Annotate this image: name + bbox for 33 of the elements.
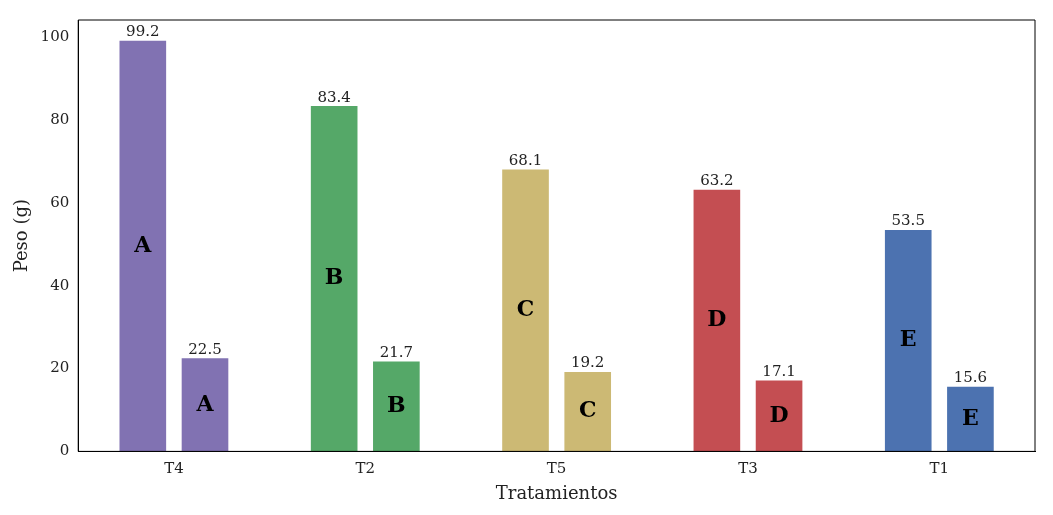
data-label: 83.4	[317, 87, 351, 106]
annotation: B	[387, 391, 406, 418]
x-tick-label: T2	[355, 459, 376, 478]
data-label: 63.2	[700, 171, 734, 190]
data-label: 17.1	[762, 361, 796, 380]
x-tick-label: T1	[929, 459, 950, 478]
annotation: C	[516, 295, 535, 322]
x-tick-label: T5	[546, 459, 567, 478]
data-label: 53.5	[891, 211, 925, 230]
annotation: E	[962, 403, 979, 430]
annotation: C	[578, 396, 597, 423]
data-label: 99.2	[126, 22, 160, 41]
x-tick-label: T4	[164, 459, 184, 478]
y-axis-title: Peso (g)	[10, 199, 32, 273]
x-axis-title: Tratamientos	[495, 481, 618, 503]
data-label: 15.6	[953, 368, 988, 387]
annotation: E	[899, 325, 917, 352]
y-tick-label: 100	[40, 27, 70, 46]
y-tick-label: 80	[50, 110, 70, 129]
data-label: 22.5	[188, 339, 222, 358]
annotation: A	[195, 389, 215, 416]
y-tick-label: 0	[59, 441, 70, 460]
x-tick-label: T3	[738, 459, 758, 478]
y-tick-label: 60	[50, 192, 70, 211]
data-label: 21.7	[379, 342, 414, 361]
annotation: D	[769, 400, 789, 427]
data-label: 68.1	[508, 150, 543, 169]
annotation: D	[707, 305, 727, 332]
annotation: B	[324, 263, 344, 290]
y-tick-label: 20	[50, 358, 70, 377]
data-label: 19.2	[571, 353, 605, 372]
annotation: A	[133, 230, 153, 257]
y-tick-label: 40	[50, 275, 70, 294]
